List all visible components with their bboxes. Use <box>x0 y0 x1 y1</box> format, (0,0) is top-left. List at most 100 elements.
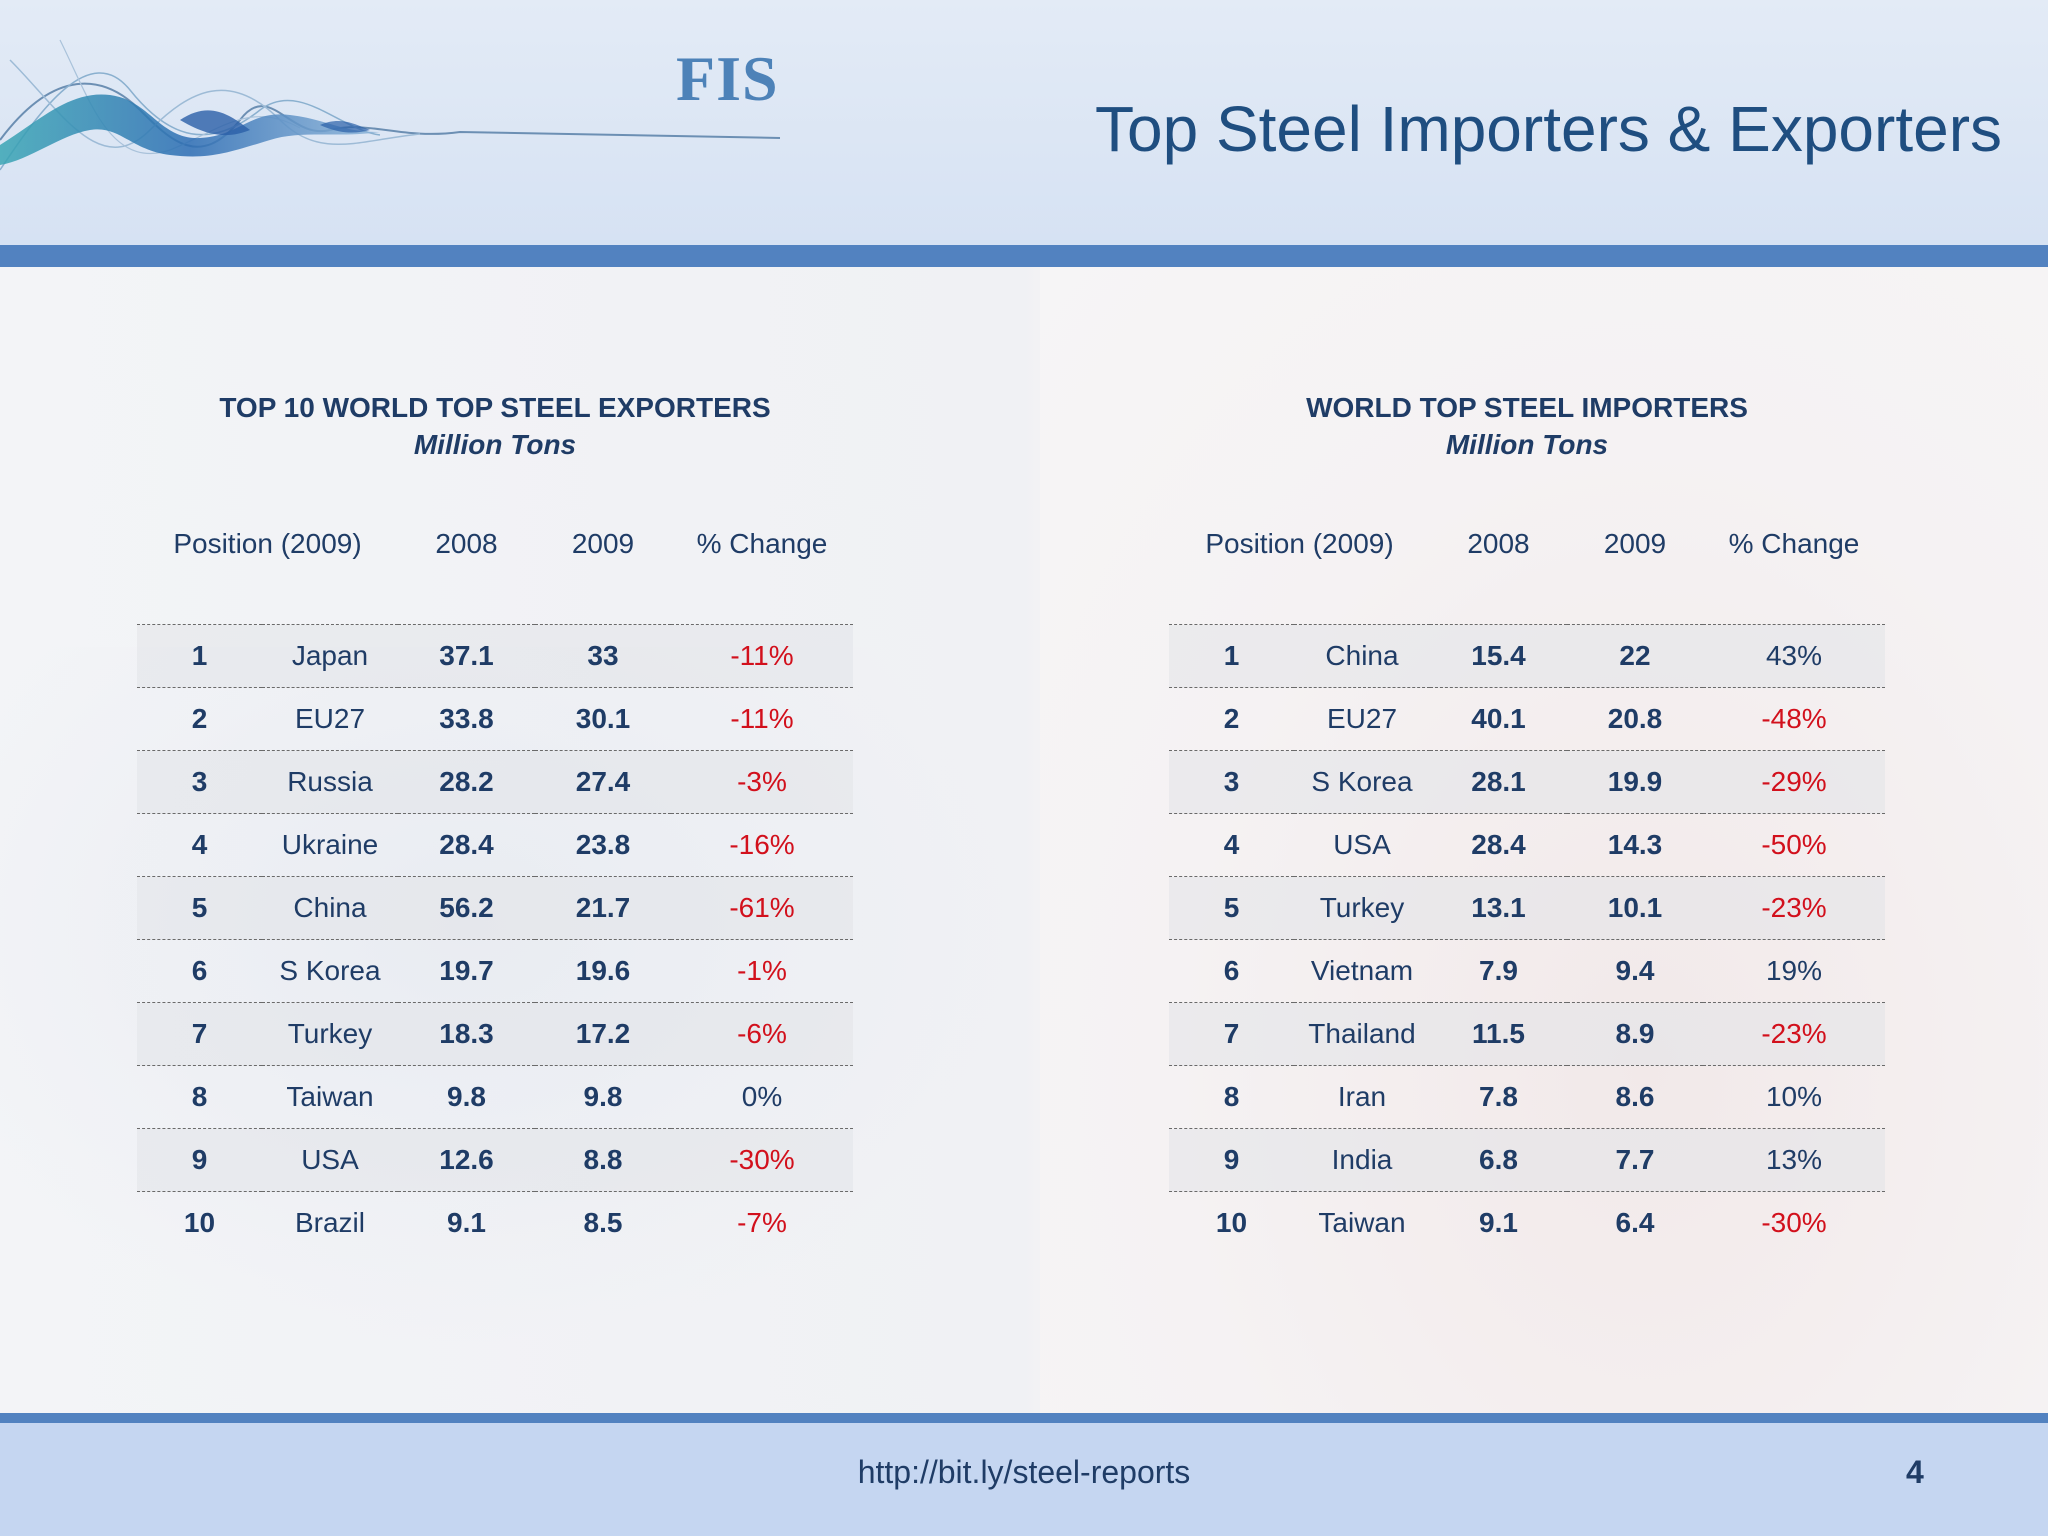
value-2008-cell: 9.1 <box>447 1207 486 1238</box>
column-header-2008: 2008 <box>398 528 535 625</box>
table-row: 7 Turkey 18.3 17.2 -6% <box>137 1002 853 1066</box>
footer-url-link[interactable]: http://bit.ly/steel-reports <box>857 1454 1191 1490</box>
table-row: 1 China 15.4 22 43% <box>1169 624 1885 688</box>
table-row: 7 Thailand 11.5 8.9 -23% <box>1169 1002 1885 1066</box>
exporters-table: Position (2009) 2008 2009 % Change 1 Japa… <box>137 528 853 1254</box>
percent-change-cell: -1% <box>671 939 853 1003</box>
rank-cell: 4 <box>1169 813 1294 877</box>
value-2008-cell: 9.8 <box>398 1065 535 1129</box>
value-2009-cell: 19.6 <box>535 939 671 1003</box>
value-2008-cell: 28.4 <box>1430 813 1567 877</box>
value-2008-cell: 40.1 <box>1430 687 1567 751</box>
importers-panel: WORLD TOP STEEL IMPORTERS Million Tons P… <box>1169 390 1885 1254</box>
exporters-panel: TOP 10 WORLD TOP STEEL EXPORTERS Million… <box>137 390 853 1254</box>
table-row: 5 China 56.2 21.7 -61% <box>137 876 853 940</box>
value-2008-cell: 12.6 <box>398 1128 535 1192</box>
rank-cell: 6 <box>137 939 262 1003</box>
value-2009-cell: 17.2 <box>535 1002 671 1066</box>
value-2008-cell: 13.1 <box>1430 876 1567 940</box>
importers-table: Position (2009) 2008 2009 % Change 1 Chin… <box>1169 528 1885 1254</box>
table-row: 4 Ukraine 28.4 23.8 -16% <box>137 813 853 877</box>
value-2008-cell: 28.1 <box>1430 750 1567 814</box>
slide-footer <box>0 1423 2048 1536</box>
importers-subtitle: Million Tons <box>1445 429 1609 460</box>
value-2008-cell: 15.4 <box>1430 624 1567 688</box>
country-cell: Brazil <box>294 1207 365 1238</box>
rank-cell: 7 <box>137 1002 262 1066</box>
rank-cell: 2 <box>1169 687 1294 751</box>
percent-change-cell: -6% <box>671 1002 853 1066</box>
column-header-2008: 2008 <box>1430 528 1567 625</box>
country-cell: USA <box>262 1128 398 1192</box>
country-cell: EU27 <box>262 687 398 751</box>
rank-cell: 9 <box>1169 1128 1294 1192</box>
percent-change-cell: -61% <box>671 876 853 940</box>
country-cell: Ukraine <box>262 813 398 877</box>
value-2009-cell: 22 <box>1567 624 1703 688</box>
header-divider <box>0 245 2048 267</box>
table-header-row: Position (2009) 2008 2009 % Change <box>1169 528 1885 625</box>
country-cell: S Korea <box>1294 750 1430 814</box>
exporters-title: TOP 10 WORLD TOP STEEL EXPORTERS <box>219 392 771 423</box>
country-cell: Taiwan <box>1318 1207 1406 1238</box>
table-row: 1 Japan 37.1 33 -11% <box>137 624 853 688</box>
value-2009-cell: 8.5 <box>583 1207 623 1238</box>
value-2008-cell: 9.1 <box>1479 1207 1518 1238</box>
country-cell: Turkey <box>262 1002 398 1066</box>
table-row: 9 USA 12.6 8.8 -30% <box>137 1128 853 1192</box>
percent-change-cell: -48% <box>1703 687 1885 751</box>
column-header-change: % Change <box>671 528 853 625</box>
table-row: 8 Taiwan 9.8 9.8 0% <box>137 1065 853 1129</box>
fis-logo: FIS <box>676 43 779 114</box>
exporters-subtitle: Million Tons <box>413 429 577 460</box>
value-2008-cell: 33.8 <box>398 687 535 751</box>
value-2009-cell: 23.8 <box>535 813 671 877</box>
percent-change-cell: 13% <box>1703 1128 1885 1192</box>
rank-cell: 9 <box>137 1128 262 1192</box>
country-cell: Japan <box>262 624 398 688</box>
rank-cell: 1 <box>137 624 262 688</box>
importers-title: WORLD TOP STEEL IMPORTERS <box>1306 392 1748 423</box>
percent-change-cell: -11% <box>671 624 853 688</box>
value-2009-cell: 19.9 <box>1567 750 1703 814</box>
percent-change-cell: -11% <box>671 687 853 751</box>
percent-change-cell: -30% <box>1761 1207 1827 1238</box>
value-2009-cell: 8.8 <box>535 1128 671 1192</box>
value-2008-cell: 6.8 <box>1430 1128 1567 1192</box>
footer-divider <box>0 1413 2048 1423</box>
rank-cell: 2 <box>137 687 262 751</box>
rank-cell: 10 <box>183 1207 216 1238</box>
country-cell: S Korea <box>262 939 398 1003</box>
value-2009-cell: 9.4 <box>1567 939 1703 1003</box>
value-2009-cell: 7.7 <box>1567 1128 1703 1192</box>
rank-cell: 8 <box>137 1065 262 1129</box>
table-row: 4 USA 28.4 14.3 -50% <box>1169 813 1885 877</box>
table-row: 8 Iran 7.8 8.6 10% <box>1169 1065 1885 1129</box>
country-cell: Taiwan <box>262 1065 398 1129</box>
rank-cell: 1 <box>1169 624 1294 688</box>
column-header-position: Position (2009) <box>137 528 398 625</box>
value-2008-cell: 18.3 <box>398 1002 535 1066</box>
country-cell: China <box>262 876 398 940</box>
table-row: 10 Brazil 9.1 8.5 -7% <box>137 1192 853 1255</box>
percent-change-cell: 0% <box>671 1065 853 1129</box>
country-cell: Turkey <box>1294 876 1430 940</box>
country-cell: Russia <box>262 750 398 814</box>
percent-change-cell: -3% <box>671 750 853 814</box>
column-header-2009: 2009 <box>1567 528 1703 625</box>
table-header-row: Position (2009) 2008 2009 % Change <box>137 528 853 625</box>
column-header-change: % Change <box>1703 528 1885 625</box>
rank-cell: 6 <box>1169 939 1294 1003</box>
percent-change-cell: 19% <box>1703 939 1885 1003</box>
percent-change-cell: -50% <box>1703 813 1885 877</box>
column-header-2009: 2009 <box>535 528 671 625</box>
value-2009-cell: 33 <box>535 624 671 688</box>
value-2008-cell: 56.2 <box>398 876 535 940</box>
country-cell: China <box>1294 624 1430 688</box>
percent-change-cell: -23% <box>1703 876 1885 940</box>
value-2008-cell: 19.7 <box>398 939 535 1003</box>
rank-cell: 5 <box>1169 876 1294 940</box>
value-2008-cell: 7.9 <box>1430 939 1567 1003</box>
